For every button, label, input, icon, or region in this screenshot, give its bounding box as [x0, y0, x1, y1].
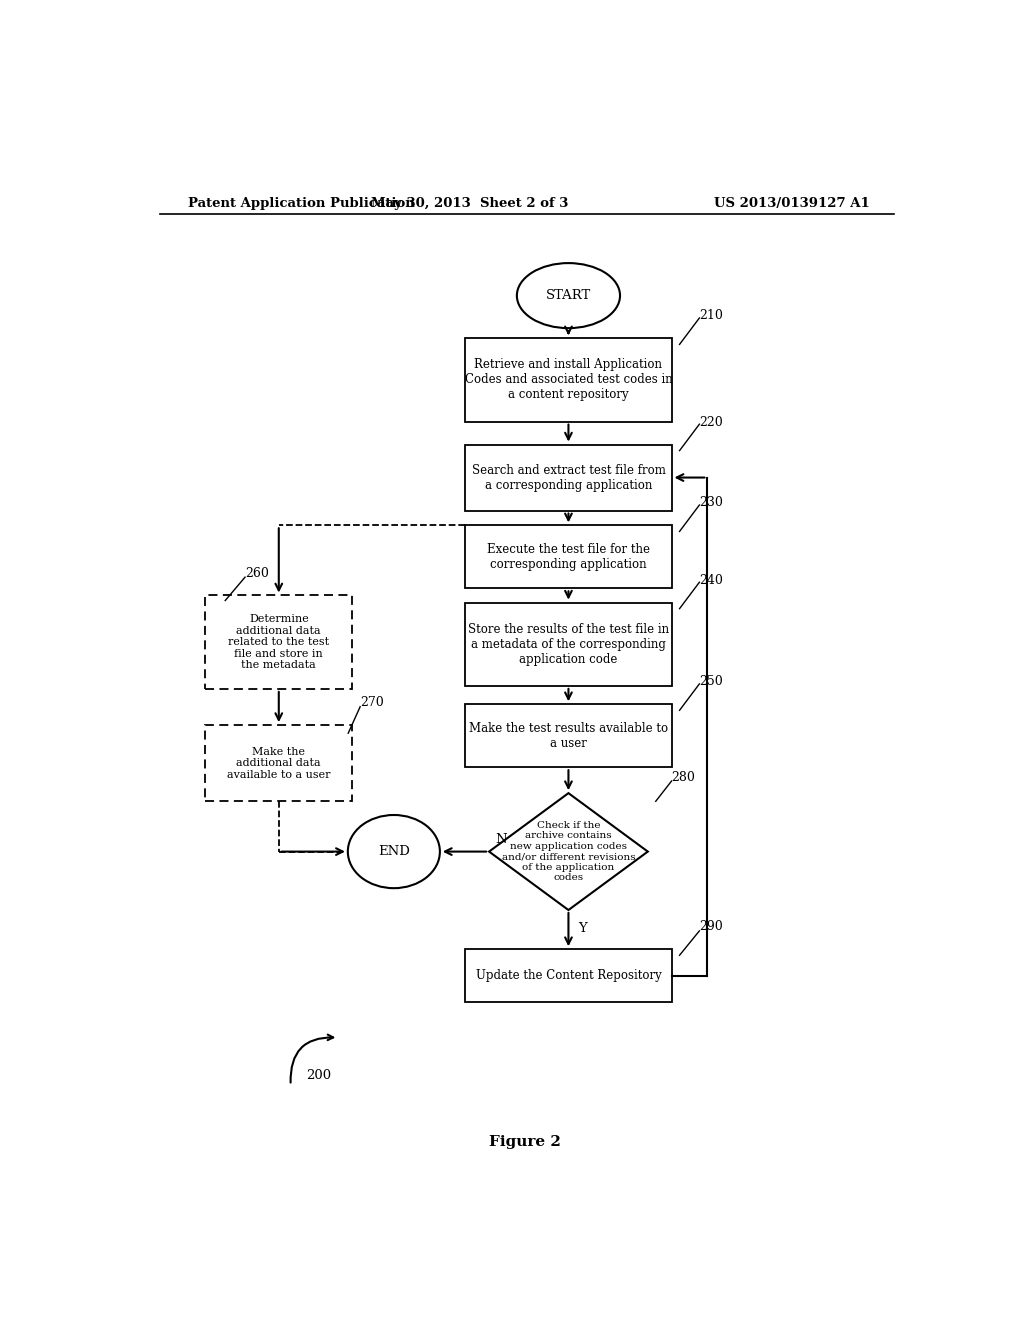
Text: Execute the test file for the
corresponding application: Execute the test file for the correspond…	[487, 543, 650, 570]
Text: Search and extract test file from
a corresponding application: Search and extract test file from a corr…	[471, 463, 666, 491]
Text: Store the results of the test file in
a metadata of the corresponding
applicatio: Store the results of the test file in a …	[468, 623, 669, 665]
Text: START: START	[546, 289, 591, 302]
Text: Y: Y	[578, 921, 587, 935]
Text: Patent Application Publication: Patent Application Publication	[187, 197, 415, 210]
FancyBboxPatch shape	[465, 338, 672, 421]
Text: 230: 230	[699, 496, 723, 510]
FancyBboxPatch shape	[465, 704, 672, 767]
Text: 210: 210	[699, 309, 723, 322]
Text: 290: 290	[699, 920, 723, 933]
Text: Check if the
archive contains
new application codes
and/or different revisions
o: Check if the archive contains new applic…	[502, 821, 635, 882]
Text: 280: 280	[672, 771, 695, 784]
FancyBboxPatch shape	[465, 602, 672, 686]
Text: 220: 220	[699, 416, 723, 429]
Text: Make the test results available to
a user: Make the test results available to a use…	[469, 722, 668, 750]
Text: 270: 270	[360, 696, 384, 709]
FancyBboxPatch shape	[465, 949, 672, 1002]
Text: N: N	[496, 833, 507, 846]
FancyBboxPatch shape	[465, 525, 672, 589]
FancyBboxPatch shape	[206, 725, 352, 801]
Text: Determine
additional data
related to the test
file and store in
the metadata: Determine additional data related to the…	[228, 614, 330, 671]
Text: May 30, 2013  Sheet 2 of 3: May 30, 2013 Sheet 2 of 3	[371, 197, 568, 210]
Polygon shape	[489, 793, 648, 909]
Text: 240: 240	[699, 574, 723, 586]
Ellipse shape	[517, 263, 621, 329]
Text: 250: 250	[699, 676, 723, 688]
Text: Retrieve and install Application
Codes and associated test codes in
a content re: Retrieve and install Application Codes a…	[465, 359, 673, 401]
FancyBboxPatch shape	[465, 445, 672, 511]
Text: 200: 200	[306, 1069, 331, 1081]
Ellipse shape	[348, 814, 440, 888]
Text: END: END	[378, 845, 410, 858]
Text: Update the Content Repository: Update the Content Repository	[475, 969, 662, 982]
Text: US 2013/0139127 A1: US 2013/0139127 A1	[715, 197, 870, 210]
Text: Figure 2: Figure 2	[488, 1135, 561, 1150]
Text: Make the
additional data
available to a user: Make the additional data available to a …	[227, 747, 331, 780]
Text: 260: 260	[245, 566, 269, 579]
FancyBboxPatch shape	[206, 595, 352, 689]
